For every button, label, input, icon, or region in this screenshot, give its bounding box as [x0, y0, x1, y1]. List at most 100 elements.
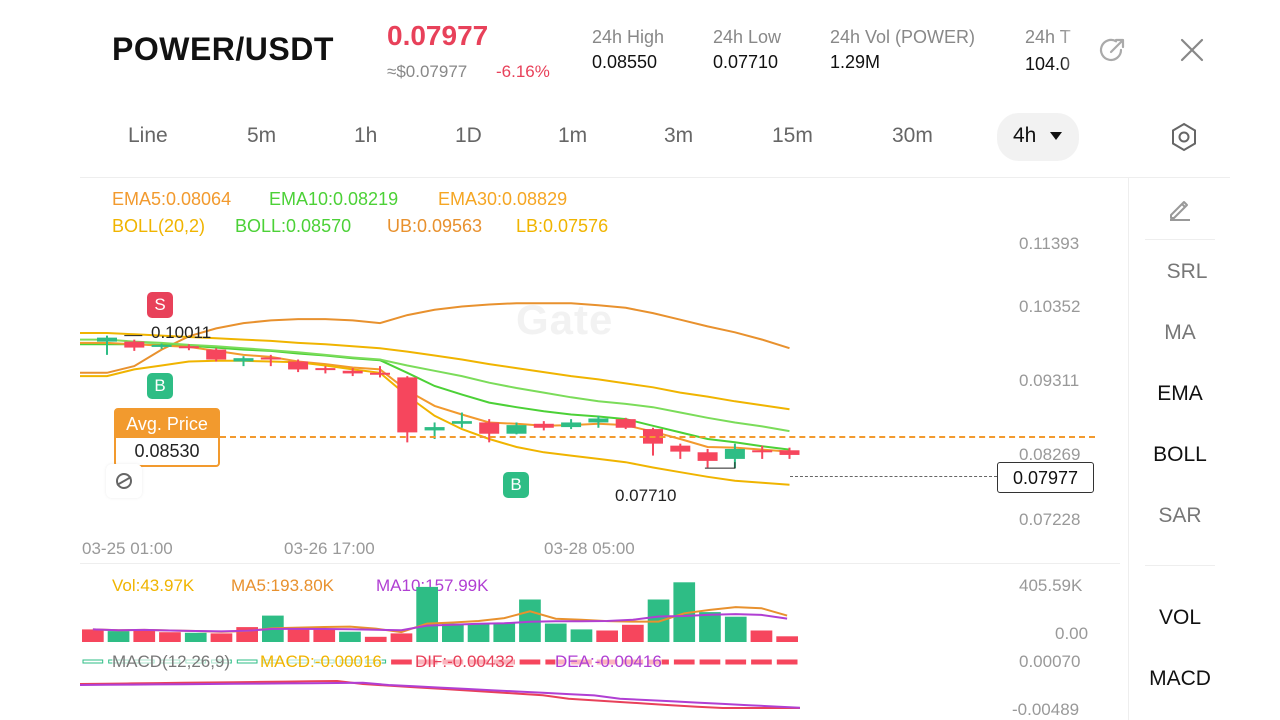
volume-bar — [673, 582, 696, 642]
avg-price-line — [220, 436, 1095, 438]
candle-body — [260, 357, 281, 360]
volume-bar — [82, 629, 104, 642]
tab-1h[interactable]: 1h — [354, 124, 378, 147]
dif-line — [80, 679, 800, 709]
ub-legend: UB:0.09563 — [387, 216, 483, 236]
volume-bar — [210, 633, 233, 642]
tool-srl[interactable]: SRL — [1166, 260, 1208, 283]
boll-param-legend: BOLL(20,2) — [112, 216, 206, 236]
macd-histogram-bar — [519, 659, 541, 665]
macd-histogram-bar — [725, 659, 747, 665]
vol-axis-zero: 0.00 — [1055, 624, 1089, 643]
volume-bar — [159, 632, 181, 642]
volume-bar — [313, 629, 336, 642]
tab-1m[interactable]: 1m — [558, 124, 588, 147]
ema5-legend: EMA5:0.08064 — [112, 189, 232, 209]
time-tick: 03-28 05:00 — [544, 539, 635, 558]
tool-sar[interactable]: SAR — [1158, 504, 1202, 527]
tab-30m[interactable]: 30m — [892, 124, 933, 147]
candle-body — [697, 452, 718, 461]
candle-body — [397, 377, 418, 433]
price-tick: 0.08269 — [1019, 445, 1081, 464]
reset-view-icon[interactable] — [106, 464, 142, 498]
volume-bar — [750, 630, 773, 642]
macd-axis-min: -0.00489 — [1012, 700, 1080, 719]
volume-bar — [467, 624, 490, 642]
price-tick: 0.09311 — [1019, 371, 1080, 390]
volume-bar — [493, 622, 516, 642]
sell-marker[interactable]: S — [147, 292, 173, 318]
volume-bar — [364, 636, 387, 642]
draw-pencil-icon[interactable] — [1166, 194, 1194, 222]
candle-body — [151, 344, 172, 347]
candle-body — [233, 358, 254, 362]
current-price-line — [790, 476, 997, 477]
tab-line[interactable]: Line — [128, 124, 168, 147]
boll-legend: BOLL:0.08570 — [235, 216, 352, 236]
time-tick: 03-26 17:00 — [284, 539, 375, 558]
candle-body — [506, 425, 527, 434]
boll-lower-line — [80, 359, 790, 486]
volume-bar — [442, 623, 464, 642]
volume-bar — [596, 630, 618, 642]
volume-bar — [724, 616, 747, 642]
macd-histogram-bar — [751, 659, 772, 665]
macd-histogram-bar — [391, 659, 412, 665]
macd-axis-max: 0.00070 — [1019, 652, 1081, 671]
volume-bar — [622, 624, 644, 642]
stat-low-label: 24h Low — [713, 27, 782, 47]
vol-ma5-legend: MA5:193.80K — [231, 576, 335, 595]
candle-body — [315, 368, 336, 371]
usd-price: ≈$0.07977 — [387, 62, 468, 81]
tool-boll[interactable]: BOLL — [1153, 443, 1207, 466]
volume-bar — [416, 586, 438, 642]
volume-chart — [82, 582, 798, 642]
candle-body — [370, 372, 390, 375]
settings-icon[interactable] — [1168, 121, 1200, 153]
tab-3m[interactable]: 3m — [664, 124, 694, 147]
price-tick: 0.10352 — [1019, 297, 1081, 316]
volume-bar — [544, 623, 567, 642]
volume-bar — [287, 629, 310, 642]
tab-4h[interactable]: 4h — [997, 113, 1079, 161]
close-icon[interactable] — [1176, 34, 1208, 66]
buy-marker[interactable]: B — [503, 472, 529, 498]
tool-ema[interactable]: EMA — [1157, 382, 1203, 405]
candle-body — [615, 419, 636, 428]
caret-down-icon — [1050, 132, 1062, 140]
lb-legend: LB:0.07576 — [516, 216, 609, 236]
stat-turnover-value: 104.0 — [1025, 54, 1071, 74]
tool-vol[interactable]: VOL — [1158, 606, 1202, 629]
candle-body — [288, 361, 309, 370]
share-icon[interactable] — [1097, 34, 1129, 66]
vol-axis-max: 405.59K — [1019, 576, 1083, 595]
low-marker-label: 0.07710 — [615, 486, 677, 505]
tab-5m[interactable]: 5m — [247, 124, 277, 147]
candlestick-chart[interactable] — [80, 240, 800, 530]
ema30-line — [80, 332, 790, 411]
tab-15m[interactable]: 15m — [772, 124, 813, 147]
volume-ma10-line — [92, 613, 788, 633]
candle-body — [451, 421, 472, 424]
avg-price-value: 0.08530 — [134, 441, 200, 461]
candle-body — [124, 341, 145, 348]
stat-vol-value: 1.29M — [830, 52, 881, 72]
avg-price-badge[interactable]: Avg. Price 0.08530 — [114, 408, 220, 467]
stat-turnover: 24h T 104.0 — [1025, 27, 1087, 77]
candle-body — [779, 450, 800, 455]
macd-value-legend: MACD:-0.00016 — [260, 652, 382, 672]
tool-ma[interactable]: MA — [1164, 321, 1196, 344]
boll-upper-line — [80, 302, 790, 374]
stat-low-value: 0.07710 — [713, 52, 779, 72]
macd-histogram-bar — [82, 659, 104, 664]
candle-body — [588, 418, 609, 423]
buy-marker[interactable]: B — [147, 373, 173, 399]
tab-1d[interactable]: 1D — [455, 124, 482, 147]
last-price: 0.07977 — [387, 20, 489, 51]
macd-histogram-bar — [673, 659, 695, 665]
tool-macd[interactable]: MACD — [1149, 667, 1211, 690]
vol-legend: Vol:43.97K — [112, 576, 195, 595]
candle-body — [533, 423, 554, 428]
dif-legend: DIF:-0.00432 — [415, 652, 515, 672]
high-marker-label: 0.10011 — [151, 323, 212, 342]
